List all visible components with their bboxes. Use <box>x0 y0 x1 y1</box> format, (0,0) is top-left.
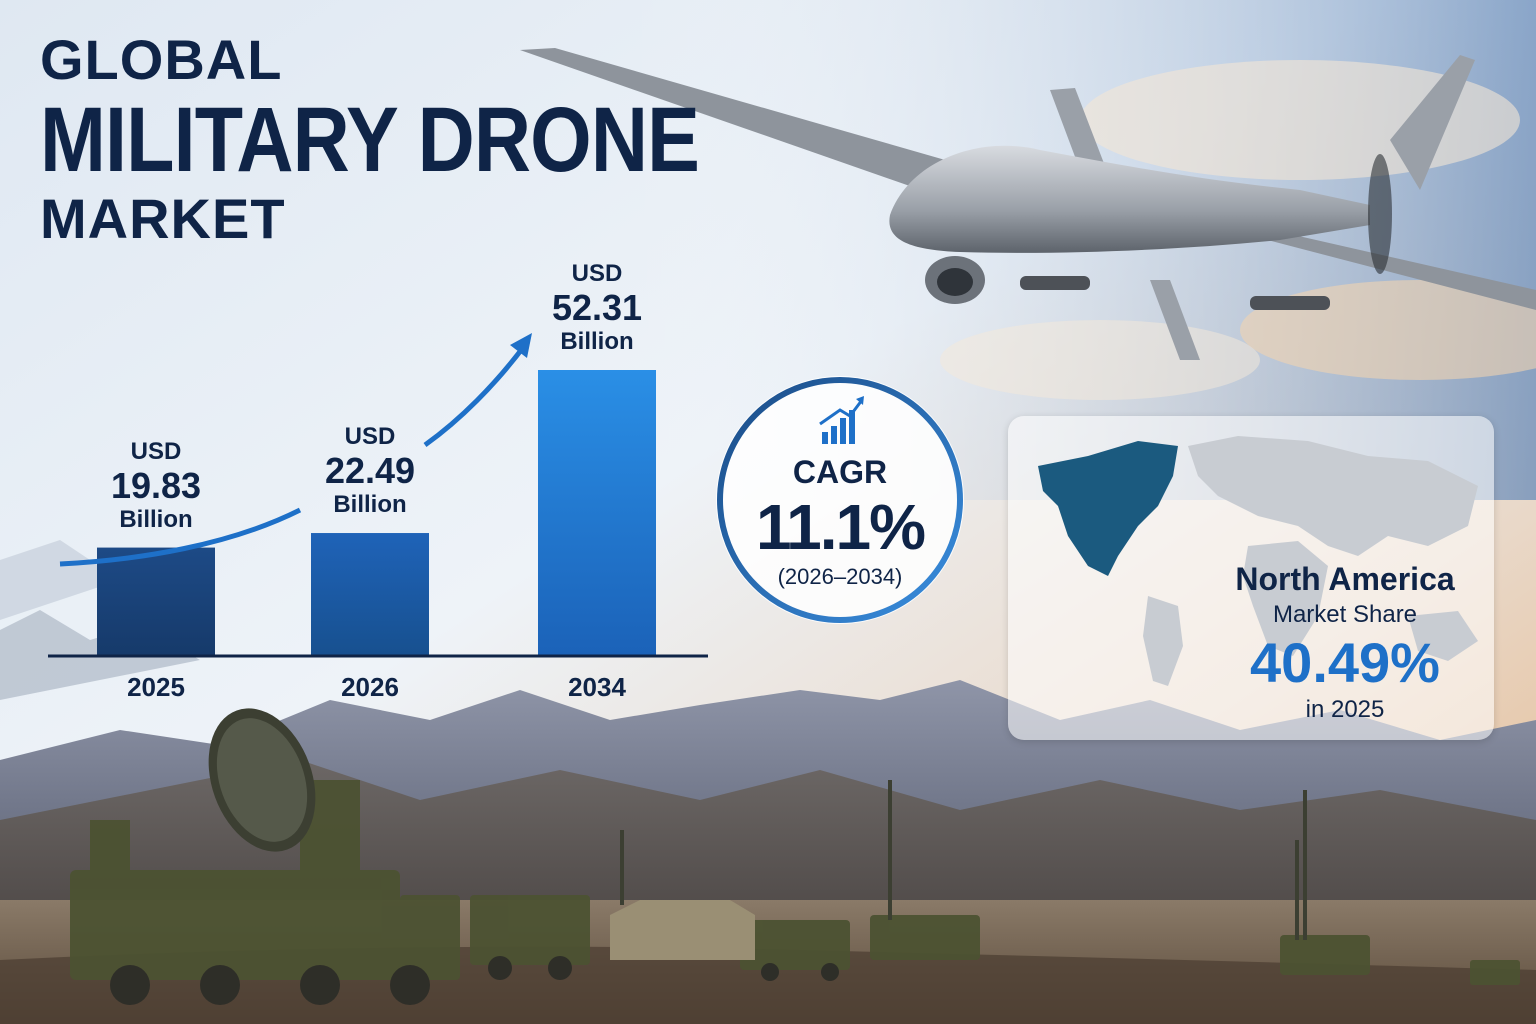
data-label-unit: Billion <box>119 505 193 533</box>
data-label-value: 22.49 <box>324 450 416 492</box>
data-label-value: 52.31 <box>551 287 643 328</box>
region-label: Market Share <box>1272 601 1418 628</box>
title-line-market: MARKET <box>40 187 286 250</box>
drone-illustration <box>520 48 1536 360</box>
cagr-value: 11.1% <box>756 491 926 563</box>
data-label-2025: USD 19.83 Billion <box>66 438 246 534</box>
region-year: in 2025 <box>1305 696 1385 723</box>
bar-2025 <box>97 547 215 656</box>
page-title: GLOBAL MILITARY DRONE MARKET <box>40 28 940 250</box>
data-label-2034: USD 52.31 Billion <box>507 260 687 356</box>
region-stat: North America Market Share 40.49% in 202… <box>1200 560 1490 726</box>
data-label-value: 19.83 <box>110 464 202 506</box>
x-tick-label-2026: 2026 <box>341 672 399 702</box>
data-label-unit: Billion <box>333 491 407 519</box>
title-line-global: GLOBAL <box>40 28 283 91</box>
cagr-badge: CAGR 11.1% (2026–2034) <box>712 372 968 628</box>
bar-2026 <box>311 533 429 656</box>
cagr-label: CAGR <box>792 454 888 490</box>
bar-growth-icon <box>819 396 864 444</box>
region-value: 40.49% <box>1250 631 1440 694</box>
data-label-unit: Billion <box>560 328 634 355</box>
data-label-currency: USD <box>571 260 623 287</box>
region-panel <box>1008 416 1494 740</box>
cagr-ring <box>716 376 964 624</box>
data-label-currency: USD <box>130 437 182 465</box>
world-map-icon <box>1038 436 1478 686</box>
bar-2034 <box>538 370 656 656</box>
title-line-military-drone: MILITARY DRONE <box>40 89 700 191</box>
region-name: North America <box>1235 561 1455 597</box>
trend-arrow-icon <box>59 343 527 567</box>
data-label-2026: USD 22.49 Billion <box>280 423 460 519</box>
trend-arrow-head <box>510 333 532 358</box>
north-america-highlight <box>1038 441 1178 576</box>
x-tick-label-2034: 2034 <box>568 672 626 702</box>
data-label-currency: USD <box>344 423 396 451</box>
x-tick-label-2025: 2025 <box>127 672 185 702</box>
cagr-period: (2026–2034) <box>777 564 903 589</box>
